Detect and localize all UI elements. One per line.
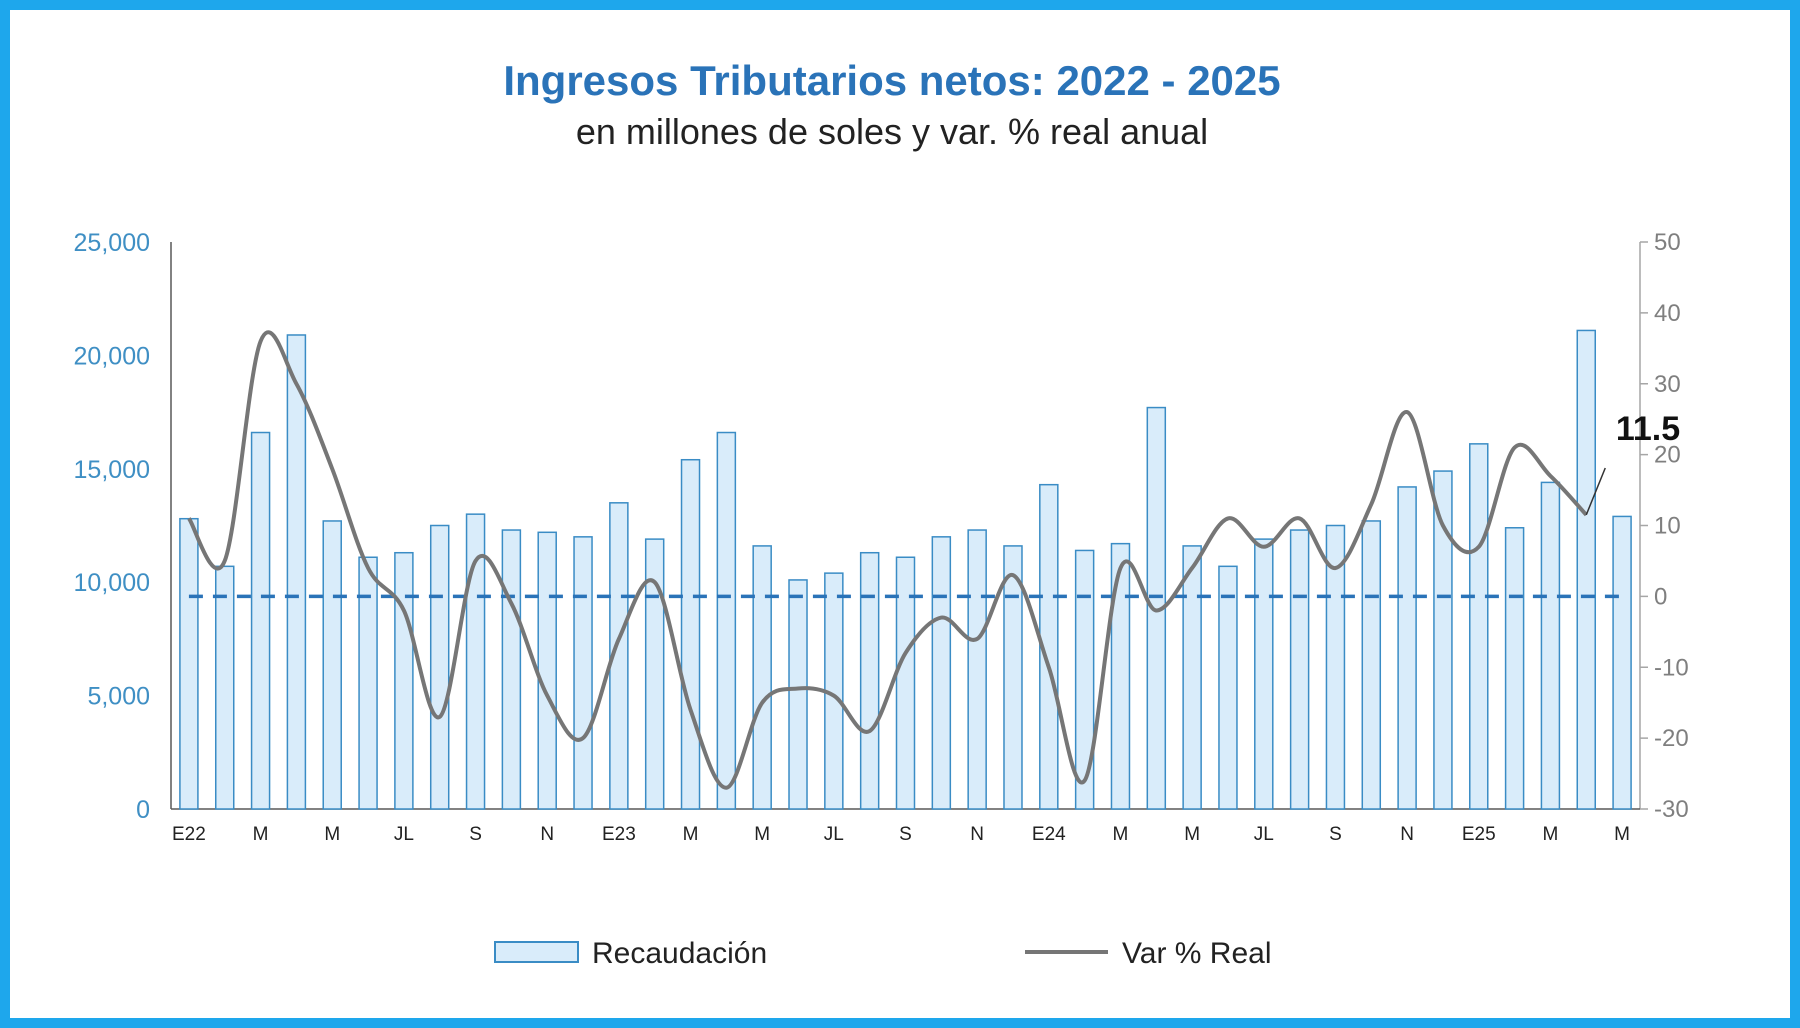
y-right-tick-label: 30 [1654,371,1681,398]
bar [1361,520,1382,810]
bar [429,524,450,810]
x-axis: E22 M M JL S N E23 M M JL S N E24 M M JL S N E25 M M [172,824,1630,845]
bar [895,556,916,810]
bar [394,551,414,810]
y-right-tick-label: 20 [1654,442,1681,469]
x-tick-label: M [1614,824,1630,845]
bar [1289,529,1310,810]
chart-svg: Ingresos Tributarios netos: 2022 - 2025 … [74,57,1689,970]
line-path [187,330,1588,790]
bar [1110,542,1131,810]
annotation: 11.5 [1585,410,1680,516]
y-left-tick-label: 5,000 [87,683,150,711]
y-right-tick-label: 0 [1654,583,1667,610]
bar [1325,524,1346,810]
bar [680,458,701,810]
y-left-tick-label: 25,000 [74,229,150,257]
bar [1074,549,1095,810]
y-right-tick-label: 10 [1654,513,1681,540]
legend-swatch-recaudacion [494,941,579,963]
y-axis-right: -30 -20 -10 0 10 20 30 40 50 [1640,229,1689,823]
bar [752,545,772,810]
bar [1504,527,1525,810]
x-tick-label: M [754,824,770,845]
bar [1218,565,1238,810]
x-tick-label: JL [824,824,844,845]
x-tick-label: N [970,824,984,845]
x-tick-label: M [1184,824,1200,845]
bar [214,565,235,810]
x-tick-label: E24 [1032,824,1066,845]
bar [788,579,808,810]
chart-frame: Ingresos Tributarios netos: 2022 - 2025 … [10,10,1790,1018]
bar [537,531,557,810]
x-tick-label: N [540,824,554,845]
bar [465,513,486,810]
bar [1254,538,1274,810]
y-right-tick-label: -20 [1654,725,1689,752]
x-tick-label: M [324,824,340,845]
x-tick-label: S [899,824,912,845]
bar [250,431,271,810]
bar [931,536,952,810]
bar [1397,486,1417,810]
bar [1039,483,1059,810]
y-left-tick-label: 0 [136,796,150,824]
x-tick-label: JL [394,824,414,845]
legend: Recaudación Var % Real [494,937,1272,970]
bar [322,520,342,810]
legend-label-recaudacion: Recaudación [592,937,767,970]
bar [358,556,378,810]
y-left-tick-label: 20,000 [74,342,150,370]
x-tick-label: E25 [1462,824,1496,845]
y-axis-left: 0 5,000 10,000 15,000 20,000 25,000 [74,229,150,824]
legend-label-var-real: Var % Real [1122,937,1272,970]
bar [573,536,593,810]
annotation-label: 11.5 [1616,410,1680,448]
x-tick-label: M [1543,824,1559,845]
x-tick-label: N [1400,824,1414,845]
bar [859,551,880,810]
annotation-leader-line [1585,467,1606,516]
x-tick-label: JL [1254,824,1274,845]
x-tick-label: S [469,824,482,845]
bar [501,529,522,810]
bar [967,529,987,810]
bar [179,517,199,810]
bar [1612,515,1632,810]
y-right-tick-label: 40 [1654,300,1681,327]
x-tick-label: M [1113,824,1129,845]
line-series-var-real [187,330,1588,790]
x-tick-label: M [253,824,269,845]
bar [609,502,629,810]
bar [1182,545,1202,810]
y-left-tick-label: 10,000 [74,569,150,597]
chart-title: Ingresos Tributarios netos: 2022 - 2025 [503,57,1280,104]
bar [286,334,307,810]
chart-subtitle: en millones de soles y var. % real anual [576,111,1208,152]
bar [1433,470,1453,810]
bar [1003,545,1023,810]
x-tick-label: M [683,824,699,845]
y-left-tick-label: 15,000 [74,456,150,484]
bar [644,538,665,810]
y-right-tick-label: -30 [1654,796,1689,823]
x-tick-label: S [1329,824,1342,845]
x-tick-label: E22 [172,824,206,845]
bar [1540,481,1561,810]
bar [1576,329,1597,810]
y-right-tick-label: -10 [1654,654,1689,681]
y-right-tick-label: 50 [1654,229,1681,256]
x-tick-label: E23 [602,824,636,845]
bar-series-recaudacion [179,329,1632,810]
bar [716,431,737,810]
bar [1469,443,1489,810]
